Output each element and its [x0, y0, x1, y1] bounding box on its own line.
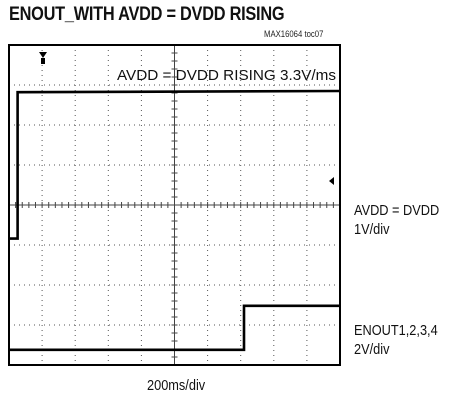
trigger-level-icon [329, 177, 334, 185]
series-label-enout: ENOUT1,2,3,4 2V/div [354, 322, 438, 360]
trace-series-1 [9, 304, 340, 352]
series-label-avdd: AVDD = DVDD 1V/div [354, 202, 439, 240]
plot-grid [8, 44, 341, 366]
part-number: MAX16064 toc07 [264, 29, 324, 39]
trace-series-0 [9, 89, 341, 240]
x-scale-label: 200ms/div [147, 378, 206, 394]
plot-frame [8, 44, 341, 366]
series-name-avdd: AVDD = DVDD [354, 203, 440, 219]
trigger-marker-icon [39, 52, 47, 64]
series-scale-enout: 2V/div [354, 342, 390, 358]
series-name-enout: ENOUT1,2,3,4 [354, 323, 438, 339]
trace-annotation: AVDD = DVDD RISING 3.3V/ms [117, 67, 336, 84]
series-scale-avdd: 1V/div [354, 222, 390, 238]
chart-title: ENOUT_WITH AVDD = DVDD RISING [9, 4, 285, 25]
plot-traces [9, 89, 341, 352]
